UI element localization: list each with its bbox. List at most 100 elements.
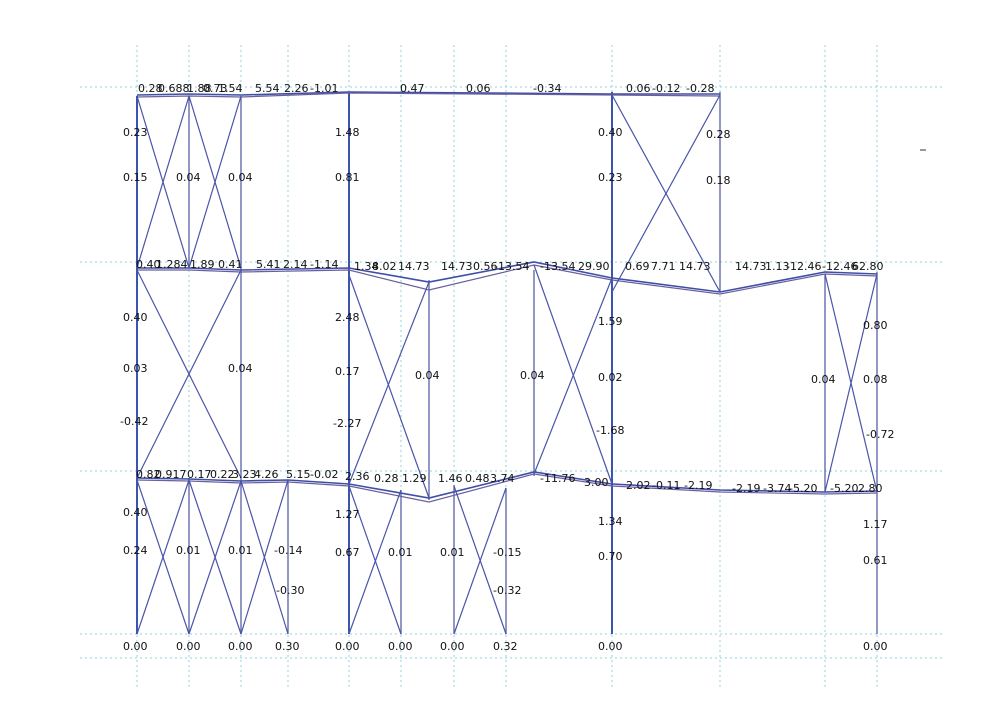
top-beam-label: 2.26 — [284, 82, 309, 95]
mid-beam-label: -1.14 — [310, 258, 338, 271]
low-beam-label: -11.76 — [540, 472, 575, 485]
column-label: 0.40 — [123, 311, 148, 324]
low-beam-label: 2.02 — [626, 479, 651, 492]
mid-beam-label: 0.69 — [625, 260, 650, 273]
top-beam-label: -0.12 — [652, 82, 680, 95]
grid — [80, 45, 945, 690]
top-beam-label: 5.54 — [255, 82, 280, 95]
low-beam-label: 4.26 — [254, 468, 279, 481]
support-label: 0.30 — [275, 640, 300, 653]
column-label: 0.23 — [123, 126, 148, 139]
support-label: 0.32 — [493, 640, 518, 653]
column-label: 2.48 — [335, 311, 360, 324]
low-beam-label: 0.17 — [187, 468, 212, 481]
low-beam-label: -2.19 — [732, 482, 760, 495]
top-beam-label: -1.01 — [310, 82, 338, 95]
column-label: -0.72 — [866, 428, 894, 441]
low-beam-label: 0.917 — [155, 468, 187, 481]
mid-beam-label: 0.56 — [473, 260, 498, 273]
top-beam-label: 0.73 — [203, 82, 228, 95]
column-label: 0.01 — [440, 546, 465, 559]
top-beam-label: 0.28 — [138, 82, 163, 95]
mid-beam-label: 14.73 — [441, 260, 473, 273]
low-beam-label: -0.02 — [310, 468, 338, 481]
support-label: 0.00 — [440, 640, 465, 653]
mid-beam-label: 1.284 — [156, 258, 188, 271]
mid-beam-label: 14.73 — [679, 260, 711, 273]
mid-beam-label: -12.46 — [822, 260, 857, 273]
column-label: 0.04 — [228, 171, 253, 184]
mid-beam-label: 29.90 — [578, 260, 610, 273]
mid-beam-label: 62.80 — [852, 260, 884, 273]
mid-beam-label: -12.46 — [786, 260, 821, 273]
low-beam-label: 2.80 — [858, 482, 883, 495]
low-beam-label: 3.00 — [584, 476, 609, 489]
top-beam-label: 0.688 — [158, 82, 190, 95]
low-beam-label: -0.11 — [652, 479, 680, 492]
mid-beam-label: 1.34 — [354, 260, 379, 273]
mid-beam-label: 1.89 — [190, 258, 215, 271]
support-label: 0.00 — [123, 640, 148, 653]
column-label: -0.30 — [276, 584, 304, 597]
column-label: -0.42 — [120, 415, 148, 428]
low-beam-label: -5.20 — [830, 482, 858, 495]
mid-beam-label: -13.54 — [540, 260, 575, 273]
column-label: 0.01 — [388, 546, 413, 559]
column-label: 0.40 — [123, 506, 148, 519]
mid-beam-label: 0.40 — [136, 258, 161, 271]
column-label: -0.32 — [493, 584, 521, 597]
column-label: 0.01 — [176, 544, 201, 557]
column-label: 0.81 — [335, 171, 360, 184]
low-beam-label: 0.22 — [210, 468, 235, 481]
low-beam-label: 5.15 — [286, 468, 311, 481]
column-label: 0.28 — [706, 128, 731, 141]
mid-beam-label: 14.73 — [735, 260, 767, 273]
deflected-shape — [136, 92, 878, 503]
column-label: 0.08 — [863, 373, 888, 386]
column-label: 0.67 — [335, 546, 360, 559]
low-beam-label: 0.28 — [374, 472, 399, 485]
column-label: 0.04 — [415, 369, 440, 382]
support-label: 0.00 — [598, 640, 623, 653]
column-label: 1.34 — [598, 515, 623, 528]
column-label: 0.18 — [706, 174, 731, 187]
column-label: 0.24 — [123, 544, 148, 557]
top-beam-label: 0.06 — [466, 82, 491, 95]
low-beam-label: -3.74 — [763, 482, 791, 495]
mid-beam-label: 1.13 — [765, 260, 790, 273]
top-beam-label: 0.06 — [626, 82, 651, 95]
column-label: 0.04 — [520, 369, 545, 382]
low-beam-label: 3.23 — [232, 468, 257, 481]
support-label: 0.00 — [228, 640, 253, 653]
column-label: 0.70 — [598, 550, 623, 563]
low-beam-label: 0.48 — [465, 472, 490, 485]
low-beam-label: -5.20 — [789, 482, 817, 495]
columns — [136, 92, 878, 634]
column-label: 1.48 — [335, 126, 360, 139]
low-beam-label: 3.74 — [490, 472, 515, 485]
low-beam-label: 1.46 — [438, 472, 463, 485]
column-label: 0.02 — [598, 371, 623, 384]
support-label: 0.00 — [863, 640, 888, 653]
bracing — [136, 94, 878, 635]
top-beam-label: 0.47 — [400, 82, 425, 95]
column-label: -1.68 — [596, 424, 624, 437]
column-label: 0.40 — [598, 126, 623, 139]
mid-beam-label: 8.02 — [372, 260, 397, 273]
support-label: 0.00 — [335, 640, 360, 653]
column-label: 0.23 — [598, 171, 623, 184]
column-label: 0.04 — [176, 171, 201, 184]
support-label: 0.00 — [388, 640, 413, 653]
column-label: 1.17 — [863, 518, 888, 531]
column-label: -0.15 — [493, 546, 521, 559]
column-label: -0.14 — [274, 544, 302, 557]
top-beam-label: 1.54 — [218, 82, 243, 95]
column-label: 0.15 — [123, 171, 148, 184]
column-label: 1.59 — [598, 315, 623, 328]
column-label: 0.04 — [228, 362, 253, 375]
mid-beam-label: 0.41 — [218, 258, 243, 271]
column-label: 0.03 — [123, 362, 148, 375]
mid-beam-label: 5.41 — [256, 258, 281, 271]
mid-beam-label: 2.14 — [283, 258, 308, 271]
